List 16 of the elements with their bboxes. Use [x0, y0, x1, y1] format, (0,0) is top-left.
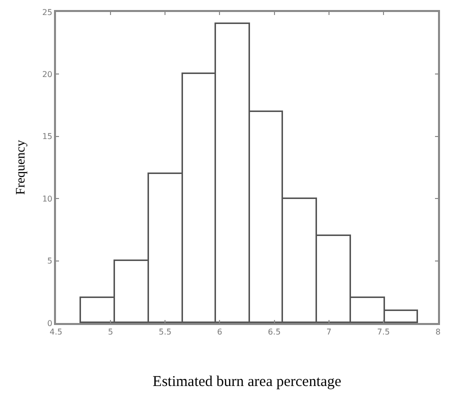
x-tick-label: 4.5	[50, 328, 62, 337]
x-tick-label: 6.5	[268, 328, 281, 337]
x-tick-label: 7.5	[377, 328, 390, 337]
y-tick-label: 15	[42, 132, 52, 142]
y-axis-title: Frequency	[12, 140, 28, 195]
y-tick-label: 20	[42, 70, 52, 79]
x-tick-label: 8	[435, 328, 441, 337]
y-tick-label: 10	[42, 194, 52, 204]
x-tick-label: 7	[326, 328, 332, 337]
x-axis-title: Estimated burn area percentage	[152, 374, 342, 390]
y-tick-label: 0	[47, 318, 52, 328]
y-tick-label: 25	[42, 8, 52, 17]
y-tick-label: 5	[47, 256, 52, 266]
x-tick-label: 5.5	[158, 328, 172, 337]
x-tick-label: 6	[217, 328, 222, 337]
x-tick-label: 5	[108, 328, 114, 337]
